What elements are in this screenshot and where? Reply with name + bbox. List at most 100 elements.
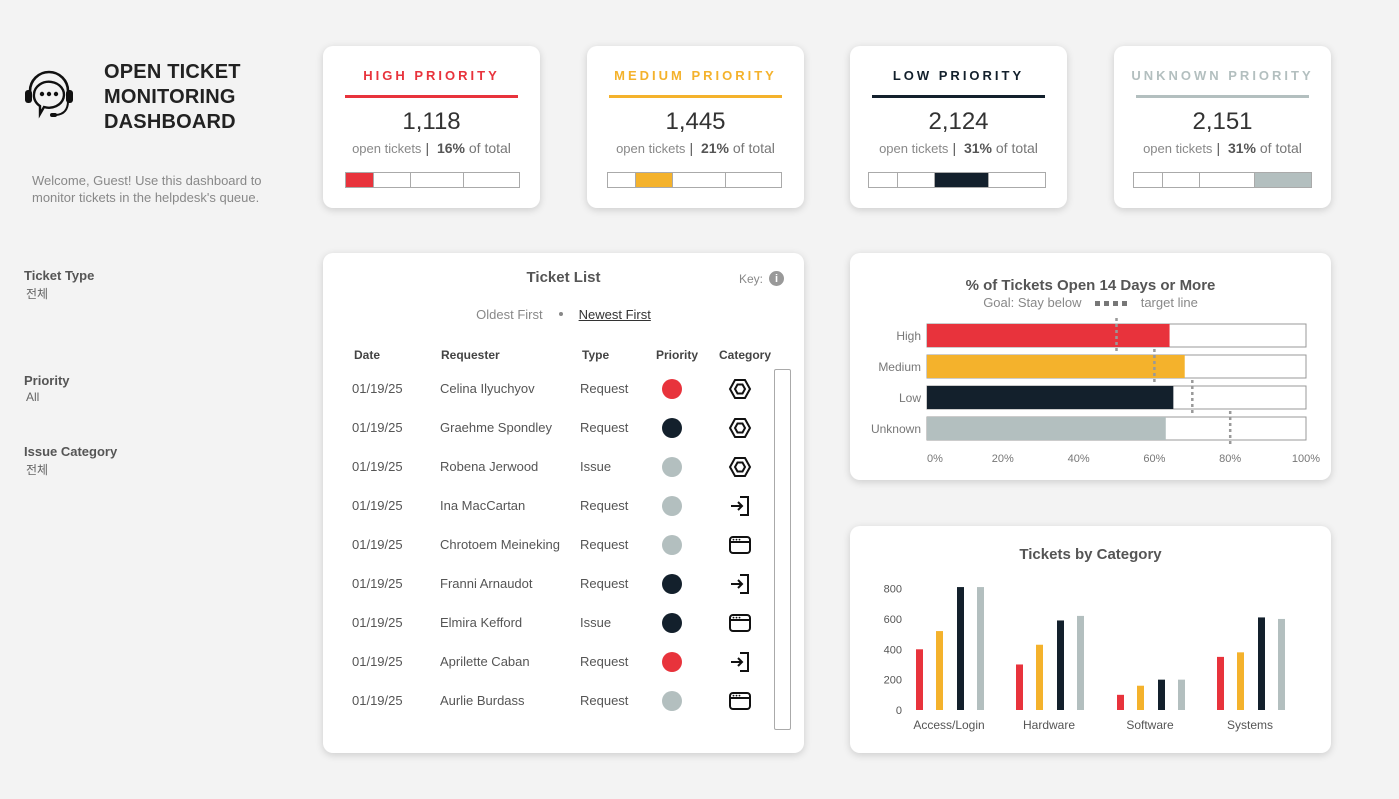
column-type[interactable]: Type [582,348,610,362]
bar-hardware-unknown[interactable] [1077,615,1084,710]
table-row[interactable]: 01/19/25 Ina MacCartan Request [323,486,773,525]
cell-type: Issue [580,615,612,630]
bar-software-high[interactable] [1117,694,1124,710]
bar-low[interactable] [927,386,1174,409]
scrollbar[interactable] [774,369,791,730]
aging-chart-title: % of Tickets Open 14 Days or More [965,277,1216,294]
kpi-card-high[interactable]: HIGH PRIORITY 1,118 open tickets | 16% of t… [323,46,540,208]
kpi-pct-suffix: of total [732,140,775,156]
kpi-sub-label: open tickets [879,141,949,156]
kpi-pct-suffix: of total [1259,140,1302,156]
bar-systems-medium[interactable] [1237,652,1244,710]
filter-label: Priority [24,373,70,388]
info-icon[interactable]: i [769,271,784,286]
bar-hardware-medium[interactable] [1036,644,1043,710]
sort-oldest-first[interactable]: Oldest First [476,307,543,322]
systems-hex-icon [728,456,752,478]
cell-type: Issue [580,459,612,474]
bar-software-unknown[interactable] [1178,679,1185,710]
bar-access-login-medium[interactable] [936,631,943,710]
cell-date: 01/19/25 [352,693,403,708]
bar-software-low[interactable] [1158,679,1165,710]
priority-dot [662,613,682,633]
sort-toggle: Oldest First Newest First [323,307,804,322]
filter-value[interactable]: All [26,390,40,404]
table-row[interactable]: 01/19/25 Chrotoem Meineking Request [323,525,773,564]
cell-date: 01/19/25 [352,498,403,513]
kpi-card-medium[interactable]: MEDIUM PRIORITY 1,445 open tickets | 21% of… [587,46,804,208]
kpi-card-low[interactable]: LOW PRIORITY 2,124 open tickets | 31% of to… [850,46,1067,208]
bar-unknown[interactable] [927,417,1166,440]
dashboard-title: OPEN TICKET MONITORING DASHBOARD [104,61,241,133]
bar-access-login-high[interactable] [916,649,923,710]
bar-access-login-low[interactable] [957,587,964,710]
kpi-sub-label: open tickets [616,141,686,156]
welcome-text: Welcome, Guest! Use this dashboard to mo… [32,173,262,205]
table-row[interactable]: 01/19/25 Franni Arnaudot Request [323,564,773,603]
cell-type: Request [580,420,629,435]
login-icon [728,651,752,673]
bar-systems-unknown[interactable] [1278,618,1285,710]
x-tick-label: 80% [1219,453,1241,465]
kpi-bar-segment [673,173,726,187]
category-label: Unknown [871,422,921,436]
bar-access-login-unknown[interactable] [977,587,984,710]
kpi-title: UNKNOWN PRIORITY [1131,68,1314,83]
kpi-count: 2,151 [1192,108,1253,135]
table-row[interactable]: 01/19/25 Aprilette Caban Request [323,642,773,681]
table-row[interactable]: 01/19/25 Robena Jerwood Issue [323,447,773,486]
kpi-underline [1136,95,1309,98]
kpi-bar-segment [1163,173,1200,187]
filter-issue-category[interactable]: Issue Category 전체 [24,444,117,478]
priority-dot [662,379,682,399]
kpi-bar-segment [374,173,411,187]
ticket-list-body[interactable]: 01/19/25 Celina Ilyuchyov Request 01/19/25 G… [323,369,773,729]
priority-dot [662,652,682,672]
kpi-percent: 31% [963,140,992,156]
bar-hardware-low[interactable] [1057,620,1064,710]
table-row[interactable]: 01/19/25 Celina Ilyuchyov Request [323,369,773,408]
software-window-icon [728,612,752,634]
filter-priority[interactable]: Priority All [24,373,70,404]
bar-hardware-high[interactable] [1016,664,1023,710]
bar-systems-high[interactable] [1217,656,1224,710]
kpi-bar-segment [1134,173,1163,187]
filter-value[interactable]: 전체 [26,463,49,477]
kpi-bar-segment [608,173,636,187]
separator-dot [558,312,563,316]
key-legend[interactable]: Key: i [739,271,784,286]
software-window-icon [728,690,752,712]
cell-requester: Celina Ilyuchyov [440,381,535,396]
filter-ticket-type[interactable]: Ticket Type 전체 [24,268,94,302]
table-row[interactable]: 01/19/25 Graehme Spondley Request [323,408,773,447]
y-tick-label: 800 [884,584,902,596]
kpi-percent: 31% [1227,140,1256,156]
cell-type: Request [580,381,629,396]
filter-value[interactable]: 전체 [26,287,49,301]
table-row[interactable]: 01/19/25Arch ElvishRequest [323,720,773,729]
cell-type: Request [580,693,629,708]
kpi-subtitle: open tickets | 16% of total [352,140,511,156]
table-row[interactable]: 01/19/25 Aurlie Burdass Request [323,681,773,720]
subtitle-left: Goal: Stay below [983,295,1082,310]
category-label: Low [899,391,921,405]
y-tick-label: 0 [896,705,902,717]
kpi-share-bar [345,172,520,188]
bar-systems-low[interactable] [1258,617,1265,710]
cell-date: 01/19/25 [352,459,403,474]
column-date[interactable]: Date [354,348,381,362]
bar-software-medium[interactable] [1137,685,1144,710]
kpi-card-unknown[interactable]: UNKNOWN PRIORITY 2,151 open tickets | 31% o… [1114,46,1331,208]
aging-chart-card: % of Tickets Open 14 Days or More Goal: … [850,253,1331,480]
column-priority[interactable]: Priority [656,348,699,362]
sort-newest-first[interactable]: Newest First [578,307,651,322]
table-row[interactable]: 01/19/25 Elmira Kefford Issue [323,603,773,642]
kpi-share-bar [1133,172,1312,188]
x-tick-label: 20% [992,453,1014,465]
column-category[interactable]: Category [719,348,772,362]
column-requester[interactable]: Requester [441,348,500,362]
bar-medium[interactable] [927,355,1185,378]
bar-high[interactable] [927,324,1170,347]
systems-hex-icon [728,417,752,439]
x-tick-label: 40% [1068,453,1090,465]
